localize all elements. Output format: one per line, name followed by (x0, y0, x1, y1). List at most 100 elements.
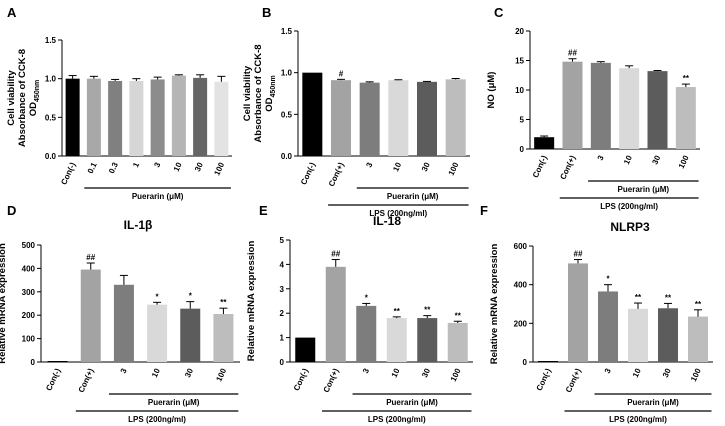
y-axis-label-od-main: OD (264, 97, 275, 111)
bar (150, 79, 165, 156)
x-tick-label: 3 (596, 154, 606, 162)
y-tick-label: 1.5 (45, 36, 57, 45)
y-tick-label: 0.5 (281, 110, 293, 119)
y-tick-label: 0 (523, 358, 528, 367)
x-tick-label: 30 (183, 367, 195, 379)
bar (80, 269, 101, 362)
panel-label: B (262, 5, 271, 20)
bar (171, 75, 186, 156)
y-tick-label: 5 (280, 236, 285, 245)
group-label: LPS (200ng/ml) (600, 202, 658, 211)
significance-mark: ** (424, 306, 431, 315)
x-tick-label: 30 (661, 367, 673, 379)
x-tick-label: Con(+) (558, 154, 577, 181)
group-label: Puerarin (μM) (148, 398, 200, 407)
bar (598, 291, 618, 362)
y-tick-label: 10 (515, 86, 524, 95)
bar (356, 305, 377, 362)
y-tick-label: 15 (515, 57, 524, 66)
x-tick-label: 100 (447, 161, 461, 177)
bar (47, 361, 68, 362)
x-tick-label: Con(-) (299, 161, 317, 186)
bar (417, 318, 438, 362)
significance-mark: * (606, 275, 610, 284)
significance-mark: * (156, 292, 160, 301)
x-tick-label: Con(+) (77, 367, 96, 394)
significance-mark: # (339, 69, 344, 78)
bar (147, 304, 168, 362)
y-axis-label: Absorbance of CCK-8 (17, 49, 28, 147)
y-tick-label: 4 (280, 260, 285, 269)
x-tick-label: 0.1 (86, 161, 99, 175)
panel-a: A 0.0 0.5 1.0 1.5 Cell viability Absorbance of… (6, 5, 232, 201)
bar (534, 137, 555, 149)
panel-e: E IL-18 0 1 2 3 4 5 Relative mRNA expression Con(… (246, 203, 473, 424)
x-tick-label: 10 (391, 161, 403, 173)
bar (388, 80, 409, 156)
x-tick-label: 30 (420, 161, 432, 173)
bar (647, 71, 668, 149)
y-tick-label: 100 (22, 335, 36, 344)
y-axis-label-od: OD450nm (264, 75, 277, 111)
x-tick-label: Con(-) (59, 161, 77, 186)
panel-d: D IL-1β 0 100 200 300 400 500 Relative mRNA expr… (0, 203, 240, 424)
group-label: LPS (200ng/ml) (368, 415, 426, 424)
x-tick-label: 100 (449, 367, 463, 383)
y-tick-label: 600 (514, 242, 528, 251)
y-axis-label: Relative mRNA expression (489, 244, 500, 365)
y-tick-label: 1 (280, 334, 285, 343)
y-tick-label: 5 (520, 116, 525, 125)
bar (325, 266, 346, 362)
bar (86, 78, 101, 156)
y-tick-label: 0.0 (281, 152, 293, 161)
significance-mark: ** (455, 311, 462, 320)
panel-c: C 0 5 10 15 20 NO (μM) Con(-) ## Con(+) 3 10 30 ** 100… (486, 5, 700, 211)
group-label: LPS (200ng/ml) (609, 415, 667, 424)
y-tick-label: 0.5 (45, 113, 57, 122)
bar (214, 81, 229, 156)
x-tick-label: 0.3 (107, 161, 120, 175)
significance-mark: ** (683, 74, 690, 83)
y-tick-label: 400 (22, 264, 36, 273)
x-tick-label: 1 (131, 161, 141, 169)
y-tick-label: 20 (515, 27, 524, 36)
panel-label: F (480, 203, 488, 218)
y-axis-label: NO (μM) (486, 72, 497, 109)
group-label: LPS (200ng/ml) (128, 415, 186, 424)
bar (359, 82, 380, 156)
x-tick-label: Con(+) (322, 367, 341, 394)
y-tick-label: 400 (514, 281, 528, 290)
y-tick-label: 500 (22, 241, 36, 250)
group-label: Puerarin (μM) (627, 398, 679, 407)
bar (568, 263, 588, 362)
bar (180, 308, 201, 362)
y-tick-label: 0 (31, 358, 36, 367)
x-tick-label: 10 (631, 367, 643, 379)
x-tick-label: 100 (214, 367, 228, 383)
bar (628, 308, 648, 362)
y-tick-label: 0 (280, 358, 285, 367)
y-tick-label: 3 (280, 285, 285, 294)
y-tick-label: 1.0 (281, 69, 293, 78)
bar (417, 81, 437, 156)
y-axis-label-od-main: OD (28, 102, 39, 116)
group-label: Puerarin (μM) (618, 185, 670, 194)
bar (590, 62, 611, 149)
bar (108, 80, 123, 156)
bar (302, 72, 323, 156)
x-tick-label: 100 (689, 367, 703, 383)
x-tick-label: 3 (361, 367, 371, 375)
x-tick-label: 3 (119, 367, 129, 375)
significance-mark: ** (635, 293, 642, 302)
y-tick-label: 1.0 (45, 75, 57, 84)
bar (688, 316, 708, 362)
x-tick-label: Con(+) (564, 367, 583, 394)
x-tick-label: 10 (622, 154, 634, 166)
x-tick-label: Con(-) (531, 154, 549, 179)
x-tick-label: 100 (212, 161, 226, 177)
bar (113, 284, 134, 362)
bar (213, 314, 234, 362)
y-axis-label: Cell viability (6, 70, 17, 126)
x-tick-label: 10 (390, 367, 402, 379)
group-label: Puerarin (μM) (387, 192, 439, 201)
